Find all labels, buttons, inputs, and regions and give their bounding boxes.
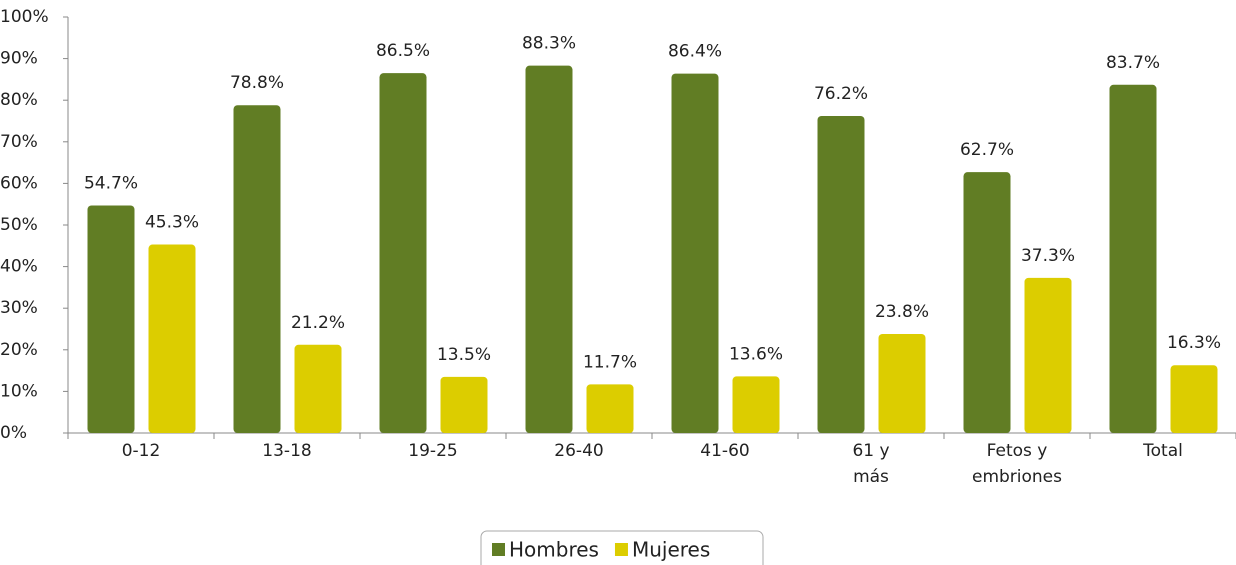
bar [233,105,281,433]
bar [878,333,926,433]
y-tick-label: 60% [0,173,38,193]
x-tick-label: 41-60 [700,441,749,461]
y-tick-label: 70% [0,132,38,152]
y-tick-label: 50% [0,215,38,235]
value-label: 16.3% [1167,333,1221,353]
value-label: 83.7% [1106,53,1160,73]
x-tick-label: 13-18 [262,441,311,461]
bar [586,384,634,433]
x-tick-label: Total [1142,441,1183,461]
y-tick-label: 20% [0,340,38,360]
bar [440,376,488,433]
bar [671,73,719,434]
value-label: 62.7% [960,140,1014,160]
value-label: 37.3% [1021,246,1075,266]
x-tick-label: 26-40 [554,441,603,461]
value-label: 13.5% [437,345,491,365]
value-label: 86.5% [376,41,430,61]
value-label: 88.3% [522,34,576,54]
bar [379,73,427,433]
legend-swatch [492,543,505,556]
bar [1109,84,1157,434]
value-label: 86.4% [668,42,722,62]
value-label: 23.8% [875,302,929,322]
bar [817,116,865,434]
value-label: 76.2% [814,84,868,104]
y-tick-label: 40% [0,257,38,277]
value-label: 11.7% [583,352,637,372]
legend-label: Mujeres [632,538,710,562]
bar [148,244,196,433]
bar [1024,277,1072,433]
value-label: 13.6% [729,344,783,364]
y-tick-label: 100% [0,7,49,27]
y-tick-label: 90% [0,49,38,69]
legend-label: Hombres [509,538,599,562]
value-label: 21.2% [291,313,345,333]
y-tick-label: 0% [0,423,27,443]
bar [294,344,342,433]
y-tick-label: 10% [0,381,38,401]
x-tick-label: 61 y más [852,441,889,487]
x-tick-label: Fetos y embriones [972,441,1062,487]
y-tick-label: 30% [0,298,38,318]
x-tick-label: 19-25 [408,441,457,461]
legend-swatch [614,543,628,556]
y-tick-label: 80% [0,90,38,110]
bar [732,376,780,433]
x-tick-label: 0-12 [122,441,161,461]
value-label: 45.3% [145,213,199,233]
bar [1170,365,1218,433]
value-label: 54.7% [84,173,138,193]
bar [87,205,135,433]
value-label: 78.8% [230,73,284,93]
bar [525,65,573,433]
bar [963,172,1011,433]
